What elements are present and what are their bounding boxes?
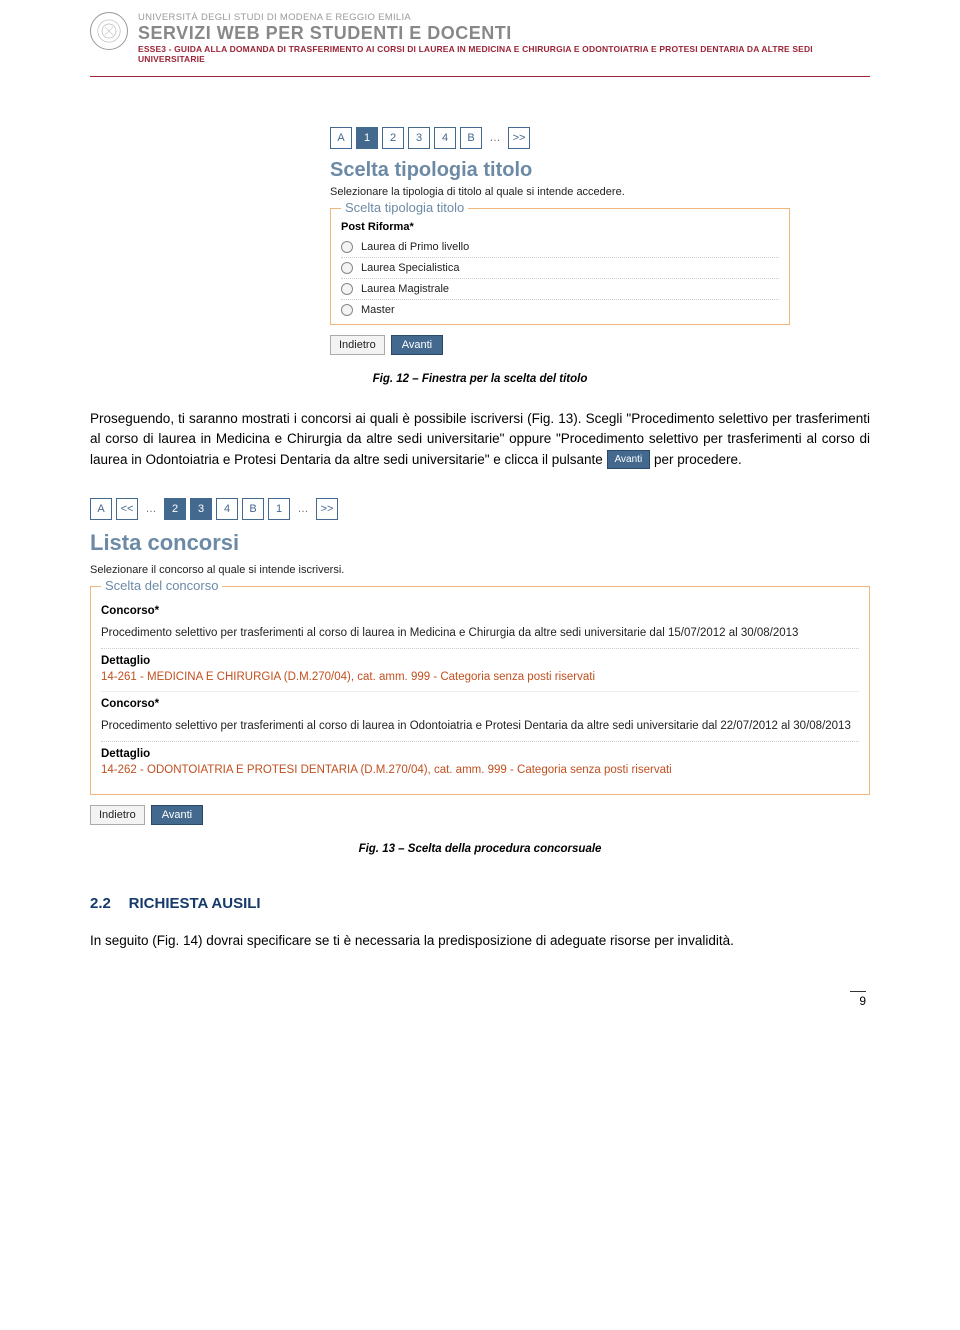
page-number: 9 xyxy=(859,994,866,1008)
caption-fig13: Fig. 13 – Scelta della procedura concors… xyxy=(90,843,870,855)
forward-button[interactable]: Avanti xyxy=(151,805,203,825)
divider xyxy=(101,648,859,649)
label-dettaglio-1: Dettaglio xyxy=(101,655,859,667)
university-name: UNIVERSITÀ DEGLI STUDI DI MODENA E REGGI… xyxy=(138,12,870,23)
pager-1: A 1 2 3 4 B … >> xyxy=(330,127,830,149)
divider xyxy=(101,741,859,742)
radio-concorso-medicina[interactable]: Procedimento selettivo per trasferimenti… xyxy=(101,621,859,645)
para1-text-b: per procedere. xyxy=(654,452,742,467)
pager-step-a[interactable]: A xyxy=(330,127,352,149)
radio-laurea-magistrale[interactable]: Laurea Magistrale xyxy=(341,279,779,300)
detail-odontoiatria[interactable]: 14-262 - ODONTOIATRIA E PROTESI DENTARIA… xyxy=(101,764,859,776)
paragraph-1: Proseguendo, ti saranno mostrati i conco… xyxy=(90,409,870,470)
label-concorso-2: Concorso* xyxy=(101,698,859,710)
inner-divider xyxy=(101,691,859,692)
service-title: SERVIZI WEB PER STUDENTI E DOCENTI xyxy=(138,23,870,44)
pager-next[interactable]: >> xyxy=(316,498,338,520)
pager-ellipsis: … xyxy=(294,498,312,520)
document-title: ESSE3 - GUIDA ALLA DOMANDA DI TRASFERIME… xyxy=(138,44,870,64)
back-button[interactable]: Indietro xyxy=(330,335,385,355)
paragraph-2: In seguito (Fig. 14) dovrai specificare … xyxy=(90,931,870,951)
page-number-box: 9 xyxy=(90,991,870,1008)
legend-tipologia: Scelta tipologia titolo xyxy=(341,200,468,215)
pager-step-3[interactable]: 3 xyxy=(408,127,430,149)
label-post-riforma: Post Riforma* xyxy=(341,221,779,233)
pager-ellipsis: … xyxy=(486,127,504,149)
doc-header: UNIVERSITÀ DEGLI STUDI DI MODENA E REGGI… xyxy=(0,0,960,70)
screenshot-scelta-tipologia: A 1 2 3 4 B … >> Scelta tipologia titolo… xyxy=(290,127,830,355)
radio-icon xyxy=(341,262,353,274)
pager-step-b[interactable]: B xyxy=(242,498,264,520)
pager-prev[interactable]: << xyxy=(116,498,138,520)
shot2-title: Lista concorsi xyxy=(90,530,870,556)
pager-ellipsis: … xyxy=(142,498,160,520)
detail-medicina[interactable]: 14-261 - MEDICINA E CHIRURGIA (D.M.270/0… xyxy=(101,671,859,683)
radio-icon xyxy=(341,304,353,316)
pager-step-a[interactable]: A xyxy=(90,498,112,520)
pager-next[interactable]: >> xyxy=(508,127,530,149)
university-logo xyxy=(90,12,128,50)
radio-master[interactable]: Master xyxy=(341,300,779,320)
avanti-inline-button: Avanti xyxy=(607,450,651,469)
page-num-rule xyxy=(850,991,866,992)
back-button[interactable]: Indietro xyxy=(90,805,145,825)
label-dettaglio-2: Dettaglio xyxy=(101,748,859,760)
screenshot-lista-concorsi: A << … 2 3 4 B 1 … >> Lista concorsi Sel… xyxy=(90,498,870,825)
button-row-2: Indietro Avanti xyxy=(90,805,870,825)
shot1-title: Scelta tipologia titolo xyxy=(330,159,830,182)
section-number: 2.2 xyxy=(90,895,111,912)
radio-concorso-odontoiatria[interactable]: Procedimento selettivo per trasferimenti… xyxy=(101,714,859,738)
radio-laurea-primo[interactable]: Laurea di Primo livello xyxy=(341,237,779,258)
pager-step-b[interactable]: B xyxy=(460,127,482,149)
section-title: RICHIESTA AUSILI xyxy=(129,895,261,912)
section-heading: 2.2 RICHIESTA AUSILI xyxy=(90,895,870,913)
pager-step-3[interactable]: 3 xyxy=(190,498,212,520)
shot1-desc: Selezionare la tipologia di titolo al qu… xyxy=(330,186,830,198)
label-concorso-1: Concorso* xyxy=(101,605,859,617)
forward-button[interactable]: Avanti xyxy=(391,335,443,355)
pager-2: A << … 2 3 4 B 1 … >> xyxy=(90,498,870,520)
caption-fig12: Fig. 12 – Finestra per la scelta del tit… xyxy=(90,373,870,385)
pager-step-2[interactable]: 2 xyxy=(164,498,186,520)
pager-step-4[interactable]: 4 xyxy=(216,498,238,520)
pager-step-2[interactable]: 2 xyxy=(382,127,404,149)
shot2-desc: Selezionare il concorso al quale si inte… xyxy=(90,564,870,576)
pager-step-1[interactable]: 1 xyxy=(268,498,290,520)
fieldset-tipologia: Scelta tipologia titolo Post Riforma* La… xyxy=(330,208,790,325)
button-row-1: Indietro Avanti xyxy=(330,335,830,355)
radio-laurea-specialistica[interactable]: Laurea Specialistica xyxy=(341,258,779,279)
fieldset-concorso: Scelta del concorso Concorso* Procedimen… xyxy=(90,586,870,795)
pager-step-1[interactable]: 1 xyxy=(356,127,378,149)
pager-step-4[interactable]: 4 xyxy=(434,127,456,149)
para1-text-a: Proseguendo, ti saranno mostrati i conco… xyxy=(90,411,870,467)
radio-icon xyxy=(341,283,353,295)
legend-concorso: Scelta del concorso xyxy=(101,578,222,593)
radio-icon xyxy=(341,241,353,253)
